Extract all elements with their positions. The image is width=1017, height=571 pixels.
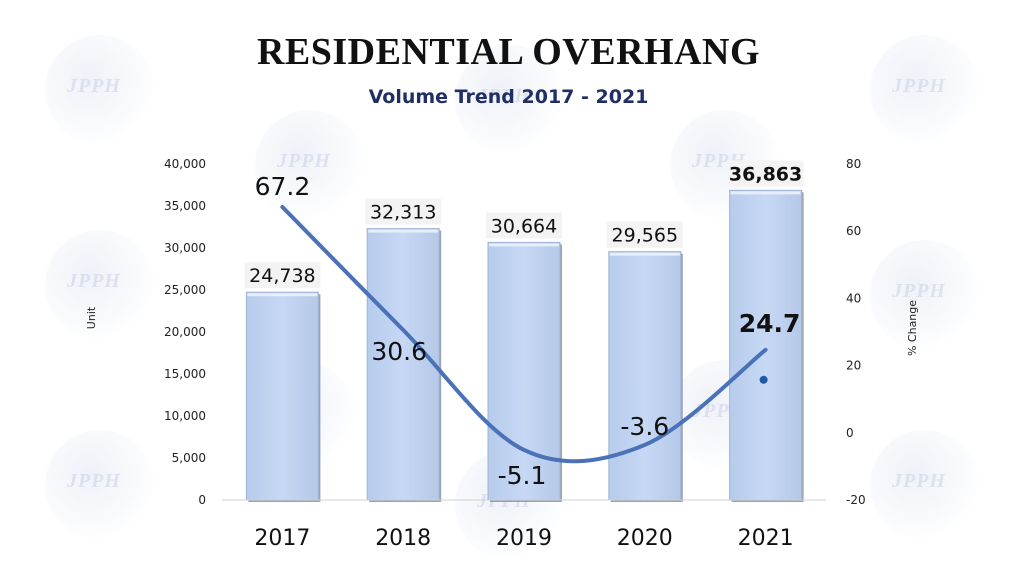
y-tick-label-left: 15,000 [164,367,206,381]
watermark-logo: JPPH [45,230,155,340]
bar [245,291,319,501]
bar-value-label-bg [365,198,442,225]
line-value-label: 67.2 [255,172,311,201]
bar-value-label: 32,313 [370,202,436,224]
bar [729,189,803,501]
y-tick-label-right: 40 [846,291,861,305]
y-tick-label-left: 25,000 [164,283,206,297]
bar-highlight [368,229,439,233]
y-tick-label-left: 35,000 [164,199,206,213]
watermark-logo: JPPH [870,35,980,145]
bar-highlight [247,293,318,297]
bar-highlight [609,252,680,256]
watermark-logo: JPPH [45,35,155,145]
bar-highlight [730,191,801,195]
x-tick-label: 2017 [254,526,310,551]
watermark-logo: JPPH [45,430,155,540]
bar-value-label-bg [244,262,321,289]
y-tick-label-right: 60 [846,224,861,238]
line-value-label: -3.6 [620,412,669,441]
bar-value-label: 24,738 [249,265,315,287]
x-tick-label: 2020 [617,526,673,551]
line-marker [759,375,768,384]
y-axis-title-right: % Change [906,300,919,356]
watermark-logo: JPPH [870,240,980,350]
bar-value-label: 29,565 [612,225,678,247]
y-tick-label-left: 10,000 [164,409,206,423]
x-tick-label: 2018 [375,526,431,551]
y-tick-label-left: 30,000 [164,241,206,255]
chart-subtitle: Volume Trend 2017 - 2021 [368,86,649,108]
bar [608,251,682,501]
bar-value-label: 30,664 [491,215,557,237]
bar-value-label: 36,863 [729,163,802,185]
bar-value-label-bg [486,212,562,239]
bar-highlight [489,243,559,247]
x-tick-label: 2019 [496,526,552,551]
bar [366,228,440,501]
y-tick-label-right: 0 [846,426,854,440]
watermark-logo: JPPH [255,110,365,220]
y-tick-label-right: 20 [846,359,861,373]
bar-value-label-bg [606,221,683,248]
y-axis-title-left: Unit [85,306,98,329]
watermark-logo: JPPH [870,430,980,540]
y-tick-label-left: 40,000 [164,157,206,171]
y-tick-label-right: -20 [846,493,866,507]
line-value-label: -5.1 [498,461,547,490]
y-tick-label-right: 80 [846,157,861,171]
chart-title: RESIDENTIAL OVERHANG [256,31,761,73]
y-tick-label-left: 20,000 [164,325,206,339]
line-value-label: 30.6 [371,337,427,366]
bar-value-label-bg [727,160,804,187]
y-tick-label-left: 5,000 [172,451,206,465]
watermark-logo: JPPH [455,45,565,155]
line-value-label: 24.7 [739,309,801,338]
x-tick-label: 2021 [738,526,794,551]
y-tick-label-left: 0 [198,493,206,507]
percent-change-line [280,205,768,464]
